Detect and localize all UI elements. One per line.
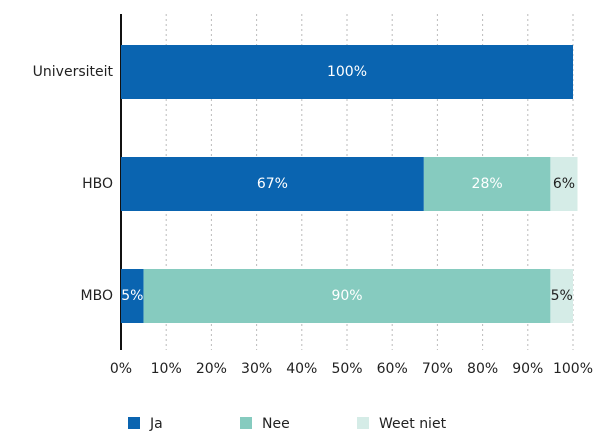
x-tick-label: 90% — [512, 361, 543, 377]
data-label: 5% — [121, 288, 143, 304]
data-label: 90% — [331, 288, 362, 304]
y-tick-label: HBO — [82, 176, 113, 192]
x-tick-label: 30% — [241, 361, 272, 377]
bar-segment — [550, 269, 573, 323]
bar-segment — [121, 45, 573, 99]
x-tick-label: 80% — [467, 361, 498, 377]
x-tick-label: 40% — [286, 361, 317, 377]
legend-swatch — [240, 417, 252, 429]
bar-segment — [423, 157, 551, 211]
y-tick-label: MBO — [81, 288, 113, 304]
legend-label: Ja — [149, 416, 163, 432]
legend-swatch — [128, 417, 140, 429]
y-tick-label: Universiteit — [33, 64, 114, 80]
legend-label: Nee — [262, 416, 290, 432]
data-label: 5% — [551, 288, 573, 304]
data-label: 100% — [327, 64, 367, 80]
legend-swatch — [357, 417, 369, 429]
bar-segment — [121, 269, 144, 323]
x-tick-label: 50% — [331, 361, 362, 377]
bar-segment — [550, 157, 578, 211]
data-label: 6% — [553, 176, 575, 192]
bar-segment — [143, 269, 551, 323]
legend-label: Weet niet — [379, 416, 447, 432]
x-tick-label: 60% — [377, 361, 408, 377]
x-tick-label: 0% — [110, 361, 132, 377]
x-tick-label: 10% — [151, 361, 182, 377]
bar-segment — [121, 157, 424, 211]
x-tick-label: 70% — [422, 361, 453, 377]
x-tick-label: 20% — [196, 361, 227, 377]
x-tick-label: 100% — [553, 361, 593, 377]
data-label: 67% — [257, 176, 288, 192]
data-label: 28% — [472, 176, 503, 192]
